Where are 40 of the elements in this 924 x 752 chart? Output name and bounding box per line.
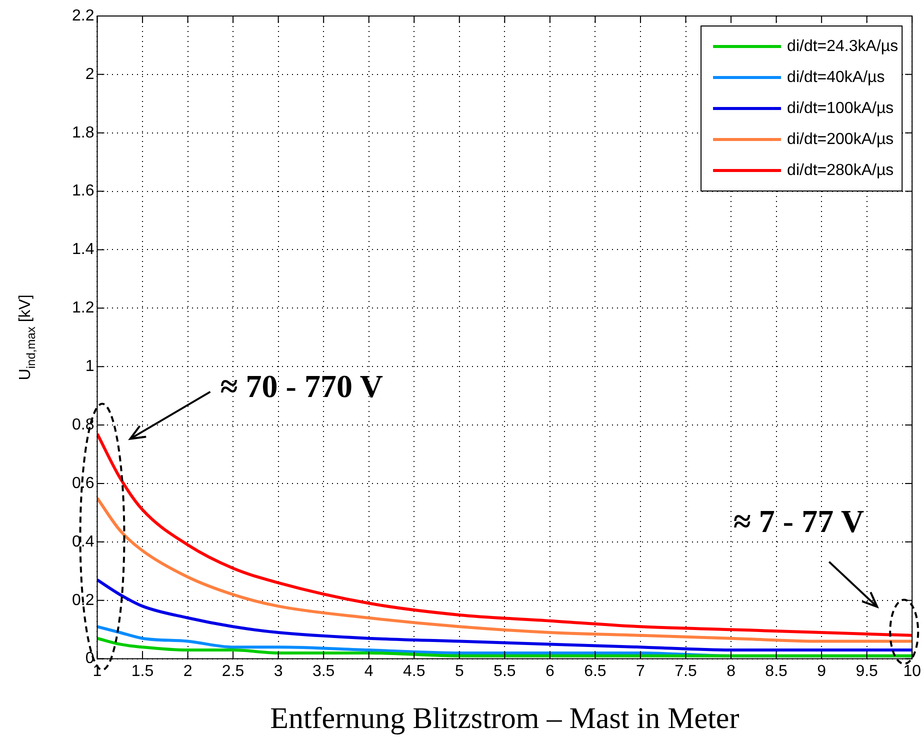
legend-label: di/dt=24.3kA/µs [787,38,898,55]
x-tick-label: 8 [726,662,736,680]
x-tick-label: 9.5 [856,662,878,680]
y-tick-label: 0.4 [72,533,94,550]
x-tick-label: 2 [183,662,192,680]
x-tick-label: 10 [903,662,922,680]
x-tick-label: 2.5 [222,662,244,680]
x-tick-label: 3 [274,662,283,680]
y-tick-label: 1.8 [72,124,94,142]
x-tick-label: 6.5 [584,662,606,680]
y-tick-label: 1.2 [72,300,94,317]
line-series [97,432,912,637]
y-tick-label: 1.4 [72,241,94,258]
x-tick-label: 1.5 [131,662,154,680]
y-tick-label: 1.6 [72,182,94,200]
legend-label: di/dt=280kA/µs [787,162,894,179]
legend-label: di/dt=40kA/µs [787,68,885,86]
x-tick-label: 7 [636,662,646,680]
x-tick-label: 6 [545,662,554,680]
x-tick-label: 8.5 [765,662,788,680]
x-tick-label: 7.5 [674,662,697,680]
y-tick-label: 2.2 [72,7,94,24]
legend-label: di/dt=200kA/µs [787,130,894,148]
x-tick-label: 4 [364,662,374,680]
x-tick-label: 4.5 [403,662,426,680]
annotation: ≈ 70 - 770 V [220,368,383,404]
x-tick-label: 3.5 [312,662,335,680]
x-tick-label: 5.5 [494,662,516,680]
y-tick-label: 0.6 [72,474,94,492]
y-tick-label: 0.2 [72,592,94,609]
line-series [97,578,912,652]
x-tick-label: 9 [817,662,826,680]
x-tick-label: 5 [454,662,464,680]
legend-label: di/dt=100kA/µs [787,100,894,117]
annotation: ≈ 7 - 77 V [733,502,864,539]
y-tick-label: 1 [85,358,94,376]
line-series [97,496,912,643]
x-axis-title: Entfernung Blitzstrom – Mast in Meter [270,702,740,735]
y-axis-title: Uind,max [kV] [17,294,38,380]
y-tick-label: 2 [85,66,94,83]
